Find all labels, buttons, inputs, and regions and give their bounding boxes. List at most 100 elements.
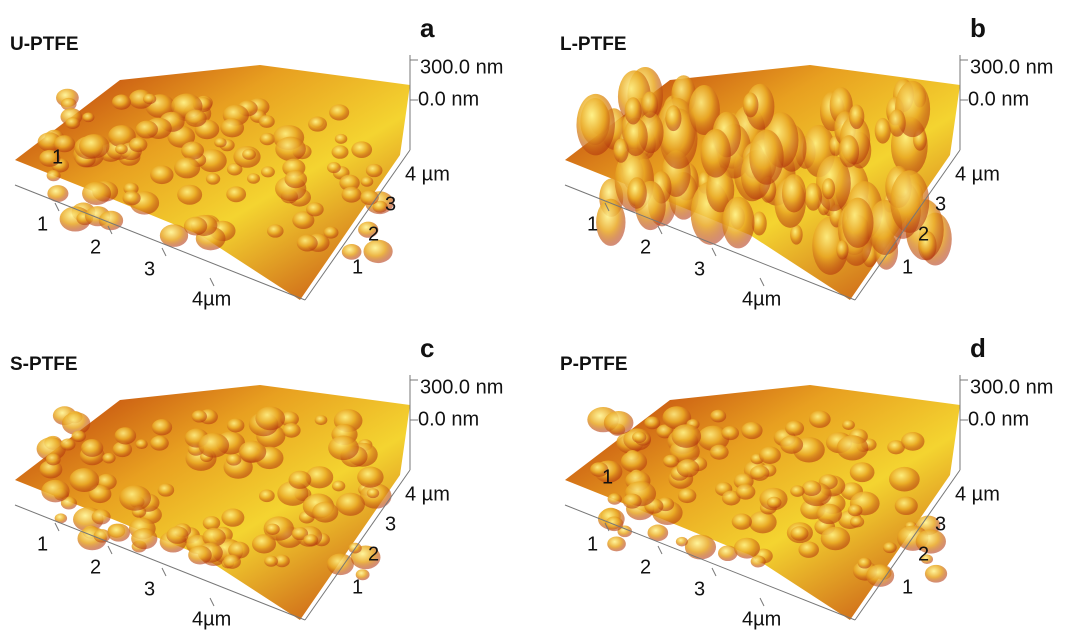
surface-bump — [291, 527, 309, 541]
tick — [759, 597, 765, 607]
panel-title: P-PTFE — [560, 354, 628, 375]
surface-bump — [735, 484, 756, 500]
surface-bump — [662, 406, 692, 430]
x-tick-label: 1 — [37, 213, 48, 235]
axis-line — [14, 504, 306, 621]
surface-bump — [590, 462, 609, 477]
surface-bump — [641, 91, 659, 118]
surface-bump — [53, 135, 76, 153]
surface-bump — [61, 412, 91, 435]
surface-bump — [119, 485, 152, 511]
tick — [209, 277, 215, 287]
surface-bump — [60, 438, 76, 451]
surface-bump — [246, 173, 261, 184]
surface-bump — [741, 422, 763, 440]
x-tick-label: 4µm — [742, 608, 781, 630]
surface-bump — [780, 435, 804, 454]
surface-bump — [202, 516, 221, 531]
surface-bump — [107, 523, 130, 542]
tick — [759, 277, 765, 287]
surface-bump — [351, 141, 373, 158]
back-tick-label: 1 — [602, 466, 613, 488]
x-tick-label: 2 — [90, 236, 101, 258]
surface-bump — [98, 210, 124, 231]
surface-bump — [93, 529, 111, 543]
surface-bump — [603, 410, 634, 435]
surface-bump — [742, 92, 759, 118]
y-tick-label: 2 — [918, 223, 929, 245]
surface-bump — [676, 459, 700, 478]
surface-bump — [226, 418, 245, 433]
surface-bump — [220, 118, 245, 138]
axis-line — [564, 504, 856, 621]
tick — [209, 597, 215, 607]
surface-bump — [122, 190, 141, 206]
panel-letter: b — [970, 13, 986, 43]
surface-bump — [849, 462, 875, 483]
surface-bump — [185, 109, 207, 127]
surface-bump — [334, 133, 348, 144]
panel-letter: a — [420, 13, 435, 43]
x-tick-label: 4µm — [192, 608, 231, 630]
surface-bump — [622, 493, 642, 509]
surface-bump — [151, 419, 173, 436]
surface-bump — [749, 129, 784, 185]
surface-bump — [82, 112, 95, 123]
surface-bump — [60, 496, 77, 510]
surface-bump — [261, 166, 275, 178]
surface-bump — [258, 489, 275, 503]
surface-bump — [292, 211, 315, 230]
z-label: 300.0 nm — [420, 376, 503, 398]
surface-bump — [596, 198, 626, 246]
surface-bump — [627, 177, 647, 209]
surface-bump — [47, 185, 69, 202]
surface-bump — [177, 184, 203, 205]
surface-bump — [918, 231, 937, 261]
surface-bump — [706, 167, 735, 213]
surface-bump — [365, 163, 383, 178]
x-tick-label: 4µm — [742, 288, 781, 310]
surface-bump — [280, 411, 299, 427]
surface-bump — [605, 516, 624, 532]
surface — [15, 65, 410, 300]
surface-bump — [656, 424, 674, 439]
surface-bump — [607, 493, 622, 505]
surface-bump — [890, 170, 930, 233]
surface-bump — [709, 444, 729, 460]
surface-bump — [60, 97, 77, 111]
surface-bump — [341, 244, 362, 260]
surface-bump — [284, 170, 308, 189]
surface-bump — [700, 128, 731, 178]
surface-bump — [306, 202, 324, 217]
surface-bump — [710, 409, 727, 423]
surface-bump — [150, 435, 169, 451]
surface-bump — [259, 132, 276, 146]
surface-bump — [54, 513, 68, 524]
tick — [54, 202, 60, 212]
z-label: 0.0 nm — [968, 408, 1029, 430]
surface-bump — [205, 173, 221, 185]
surface-bump — [305, 466, 334, 489]
surface-bump — [790, 526, 809, 541]
x-tick-label: 2 — [640, 236, 651, 258]
surface-bump — [781, 174, 806, 213]
surface-bump — [111, 94, 131, 110]
surface-bump — [159, 224, 189, 247]
surface-bump — [785, 420, 805, 436]
surface-bump — [888, 109, 906, 137]
z-label: 0.0 nm — [418, 88, 479, 110]
axis-line — [564, 184, 856, 301]
surface-bump — [266, 224, 284, 238]
surface-bump — [759, 446, 781, 464]
surface — [565, 385, 960, 620]
surface-bump — [915, 529, 946, 554]
surface-bump — [71, 430, 86, 442]
surface-bump — [790, 485, 805, 497]
y-tick-label: 4 µm — [405, 163, 450, 185]
surface-bump — [675, 536, 688, 547]
panel-title: U-PTFE — [10, 34, 79, 55]
surface-bump — [274, 554, 290, 568]
surface-base — [15, 385, 410, 620]
surface-bump — [924, 564, 948, 583]
